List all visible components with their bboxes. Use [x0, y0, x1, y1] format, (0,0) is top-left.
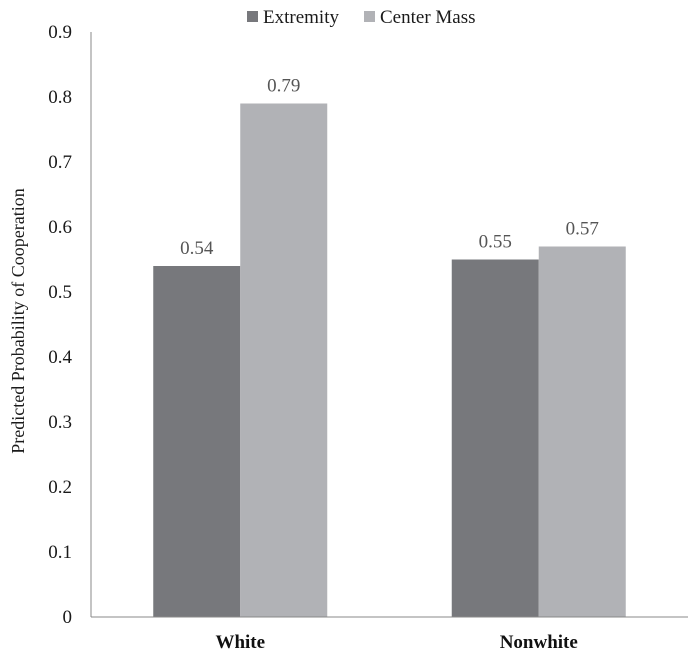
y-tick-label: 0.2 [48, 477, 72, 498]
legend-swatch-center-mass [364, 11, 375, 22]
bar-extremity-white [153, 266, 241, 617]
x-category-label: Nonwhite [500, 632, 578, 653]
data-label: 0.55 [479, 232, 512, 253]
data-label: 0.54 [180, 238, 214, 259]
legend-label-center-mass: Center Mass [380, 7, 476, 28]
x-category-label: White [215, 632, 265, 653]
bar-center-mass-nonwhite [538, 246, 626, 617]
legend: Extremity Center Mass [247, 7, 476, 28]
y-tick-label: 0.7 [48, 152, 72, 173]
y-tick-label: 0.9 [48, 22, 72, 43]
x-axis-categories: White Nonwhite [215, 632, 577, 653]
y-tick-label: 0 [63, 607, 73, 628]
y-tick-label: 0.1 [48, 542, 72, 563]
legend-swatch-extremity [247, 11, 258, 22]
bar-extremity-nonwhite [451, 259, 539, 617]
y-tick-label: 0.5 [48, 282, 72, 303]
bar-center-mass-white [240, 103, 328, 617]
y-axis-ticks: 0 0.1 0.2 0.3 0.4 0.5 0.6 0.7 0.8 0.9 [48, 22, 72, 628]
y-tick-label: 0.4 [48, 347, 72, 368]
data-label: 0.57 [566, 219, 599, 240]
bars [153, 103, 626, 617]
data-labels: 0.54 0.79 0.55 0.57 [180, 76, 599, 260]
data-label: 0.79 [267, 76, 300, 97]
legend-label-extremity: Extremity [263, 7, 339, 28]
y-tick-label: 0.8 [48, 87, 72, 108]
y-tick-label: 0.3 [48, 412, 72, 433]
y-tick-label: 0.6 [48, 217, 72, 238]
y-axis-label: Predicted Probability of Cooperation [8, 188, 28, 453]
